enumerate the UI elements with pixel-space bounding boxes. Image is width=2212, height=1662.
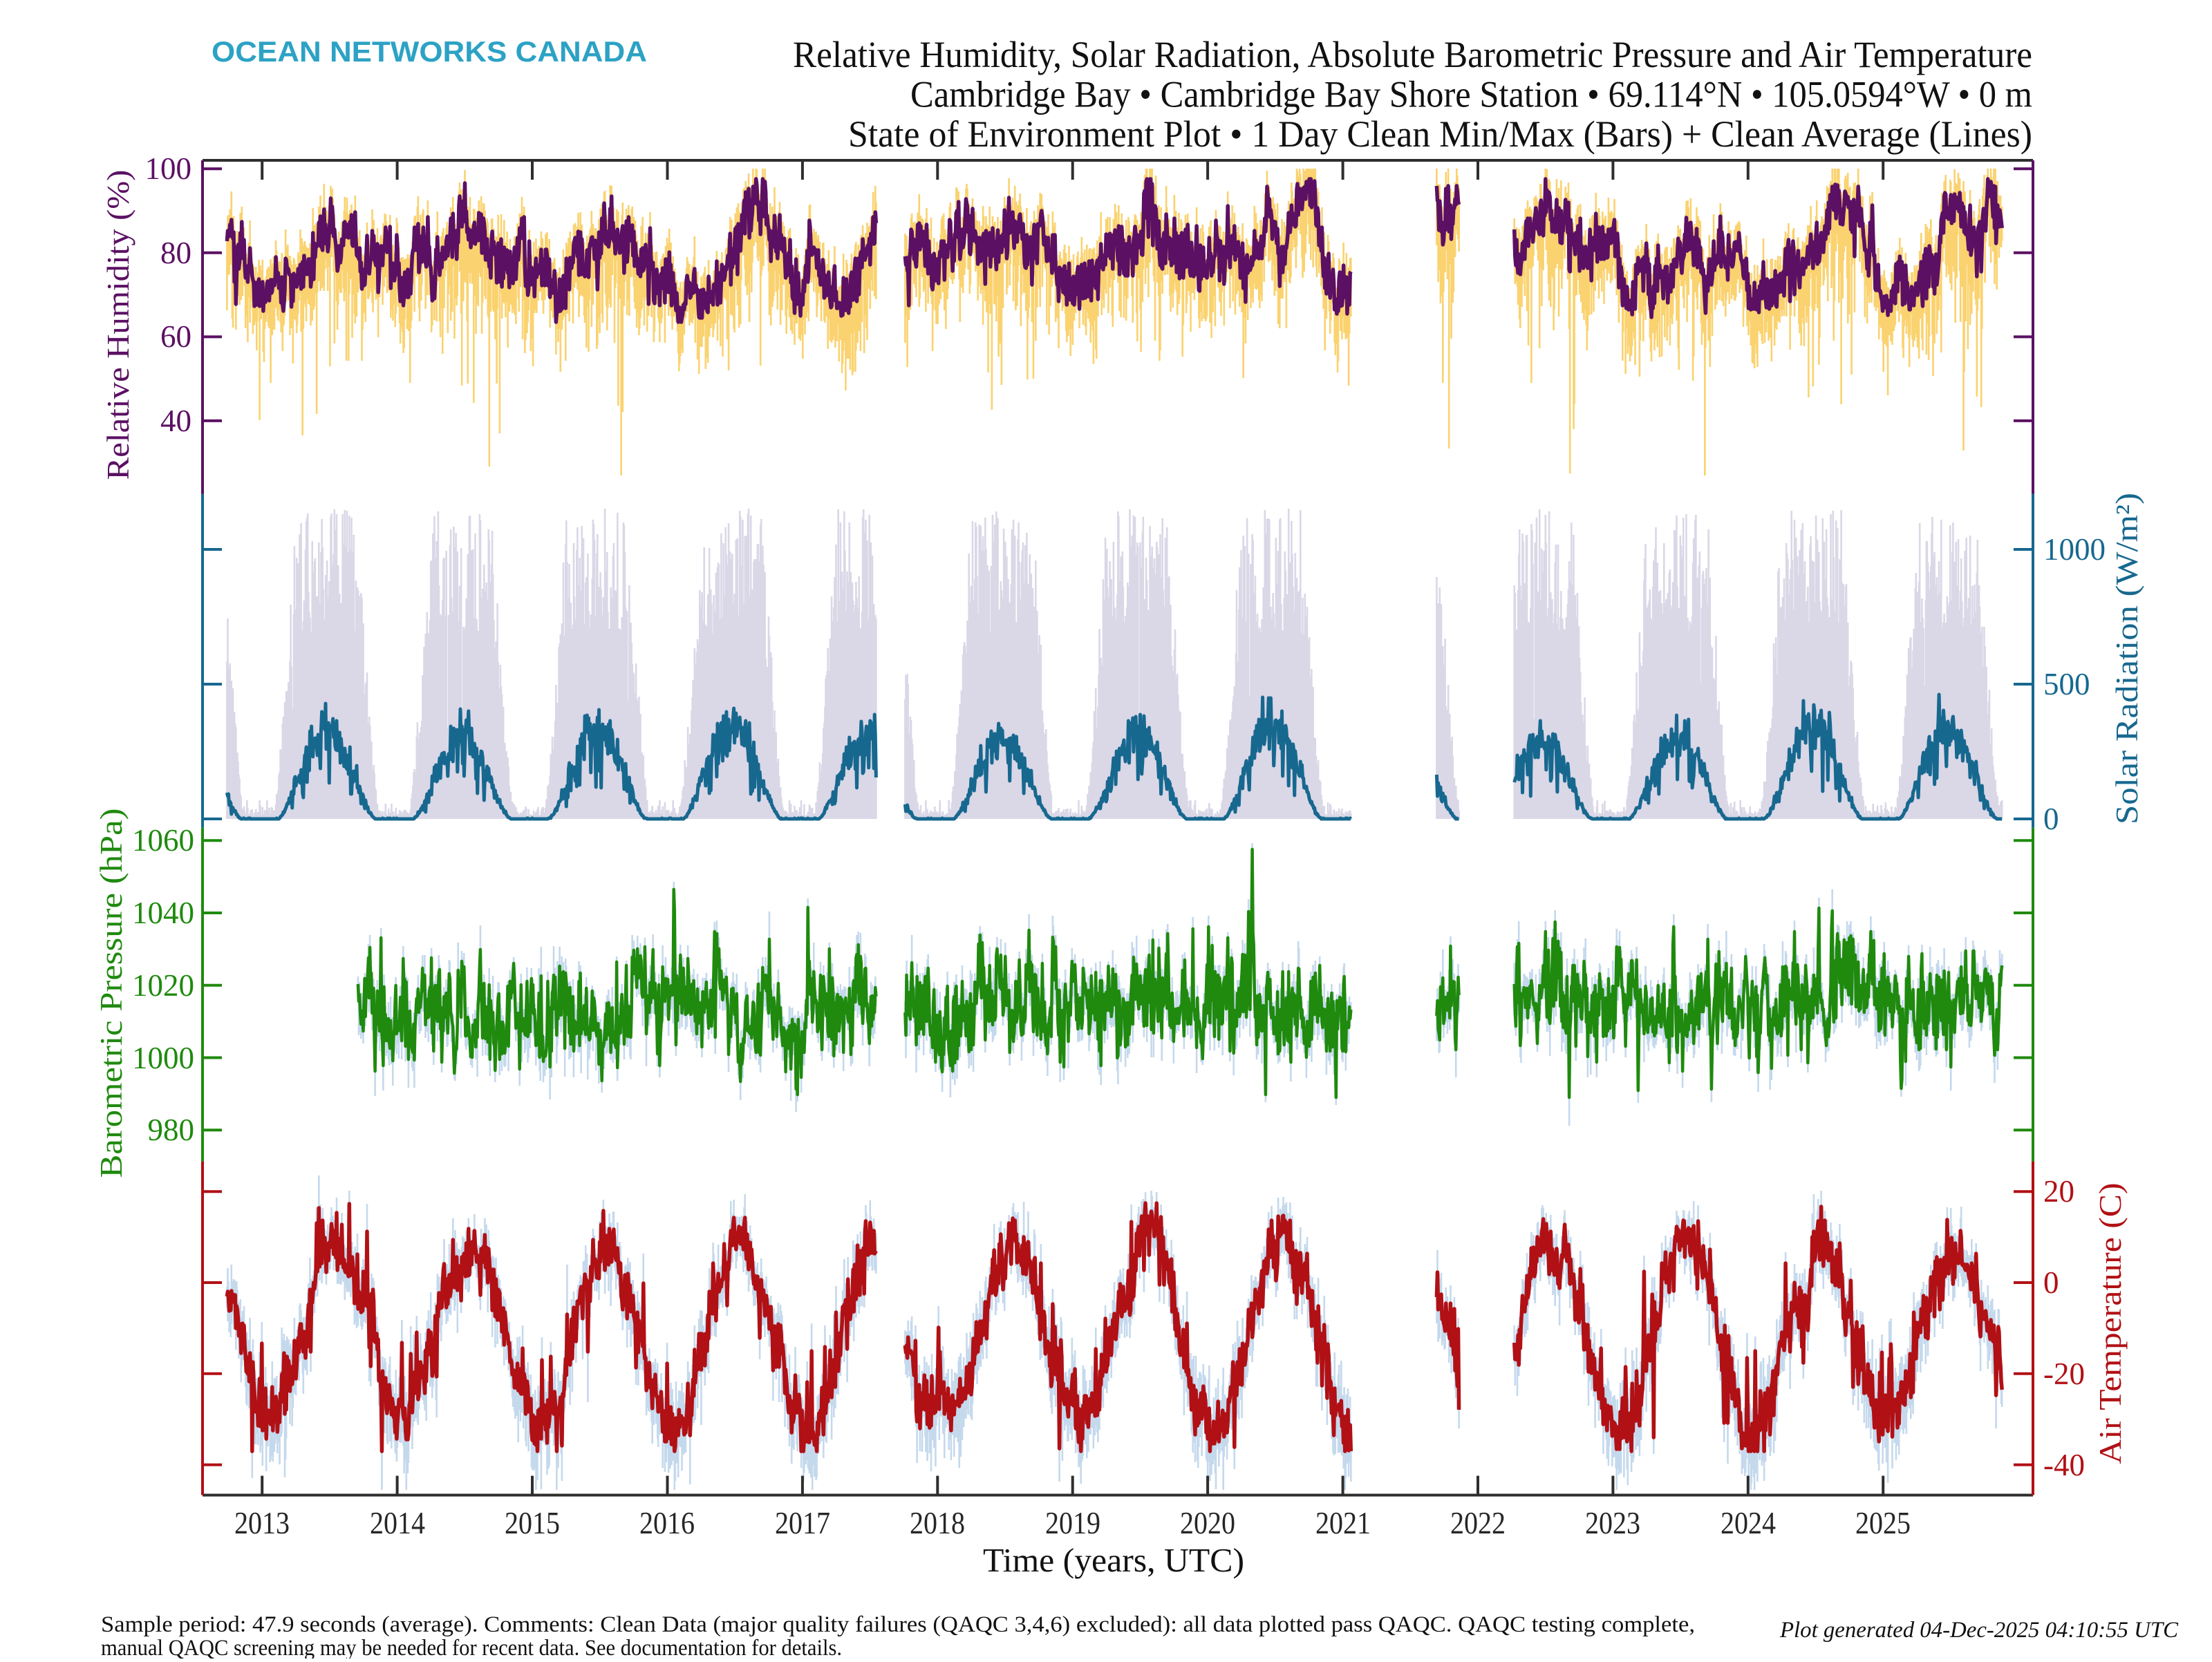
svg-text:500: 500 [2043, 667, 2090, 701]
svg-text:980: 980 [148, 1113, 195, 1147]
svg-text:40: 40 [160, 404, 191, 438]
svg-text:Solar Radiation (W/m²): Solar Radiation (W/m²) [2109, 493, 2144, 824]
svg-text:2018: 2018 [910, 1505, 965, 1540]
svg-text:1060: 1060 [132, 823, 194, 858]
svg-text:2016: 2016 [639, 1505, 695, 1540]
svg-text:2025: 2025 [1855, 1505, 1911, 1540]
svg-text:2021: 2021 [1315, 1505, 1371, 1540]
svg-text:1040: 1040 [132, 896, 194, 930]
svg-text:manual QAQC screening may be n: manual QAQC screening may be needed for … [101, 1636, 842, 1659]
svg-text:2017: 2017 [775, 1505, 830, 1540]
svg-text:Time (years, UTC): Time (years, UTC) [983, 1541, 1244, 1579]
svg-text:0: 0 [2043, 1265, 2059, 1300]
svg-text:1000: 1000 [132, 1041, 194, 1075]
svg-text:2015: 2015 [505, 1505, 560, 1540]
svg-text:2019: 2019 [1045, 1505, 1100, 1540]
svg-text:Cambridge Bay • Cambridge Bay: Cambridge Bay • Cambridge Bay Shore Stat… [910, 74, 2032, 115]
svg-text:2022: 2022 [1450, 1505, 1506, 1540]
svg-text:Plot generated 04-Dec-2025 04:: Plot generated 04-Dec-2025 04:10:55 UTC [1779, 1618, 2179, 1643]
svg-text:2024: 2024 [1721, 1505, 1776, 1540]
svg-text:Relative Humidity, Solar Radia: Relative Humidity, Solar Radiation, Abso… [793, 34, 2032, 75]
svg-text:-40: -40 [2043, 1448, 2085, 1482]
svg-text:80: 80 [160, 236, 191, 270]
svg-text:2013: 2013 [234, 1505, 290, 1540]
svg-text:60: 60 [160, 319, 191, 354]
svg-text:State of Environment Plot • 1: State of Environment Plot • 1 Day Clean … [848, 113, 2032, 155]
svg-text:1020: 1020 [132, 968, 194, 1003]
svg-text:20: 20 [2043, 1174, 2074, 1209]
svg-text:1000: 1000 [2043, 532, 2106, 567]
svg-text:Sample period: 47.9 seconds (a: Sample period: 47.9 seconds (average). C… [101, 1612, 1695, 1637]
svg-text:0: 0 [2043, 802, 2059, 836]
svg-text:Air Temperature (C): Air Temperature (C) [2092, 1183, 2128, 1464]
svg-text:Relative Humidity (%): Relative Humidity (%) [100, 170, 135, 480]
svg-text:2023: 2023 [1585, 1505, 1640, 1540]
svg-text:2020: 2020 [1180, 1505, 1235, 1540]
svg-text:Barometric Pressure (hPa): Barometric Pressure (hPa) [93, 809, 129, 1178]
svg-text:OCEAN NETWORKS CANADA: OCEAN NETWORKS CANADA [212, 35, 647, 68]
svg-text:2014: 2014 [370, 1505, 425, 1540]
svg-text:100: 100 [145, 151, 192, 186]
svg-text:-20: -20 [2043, 1357, 2085, 1391]
